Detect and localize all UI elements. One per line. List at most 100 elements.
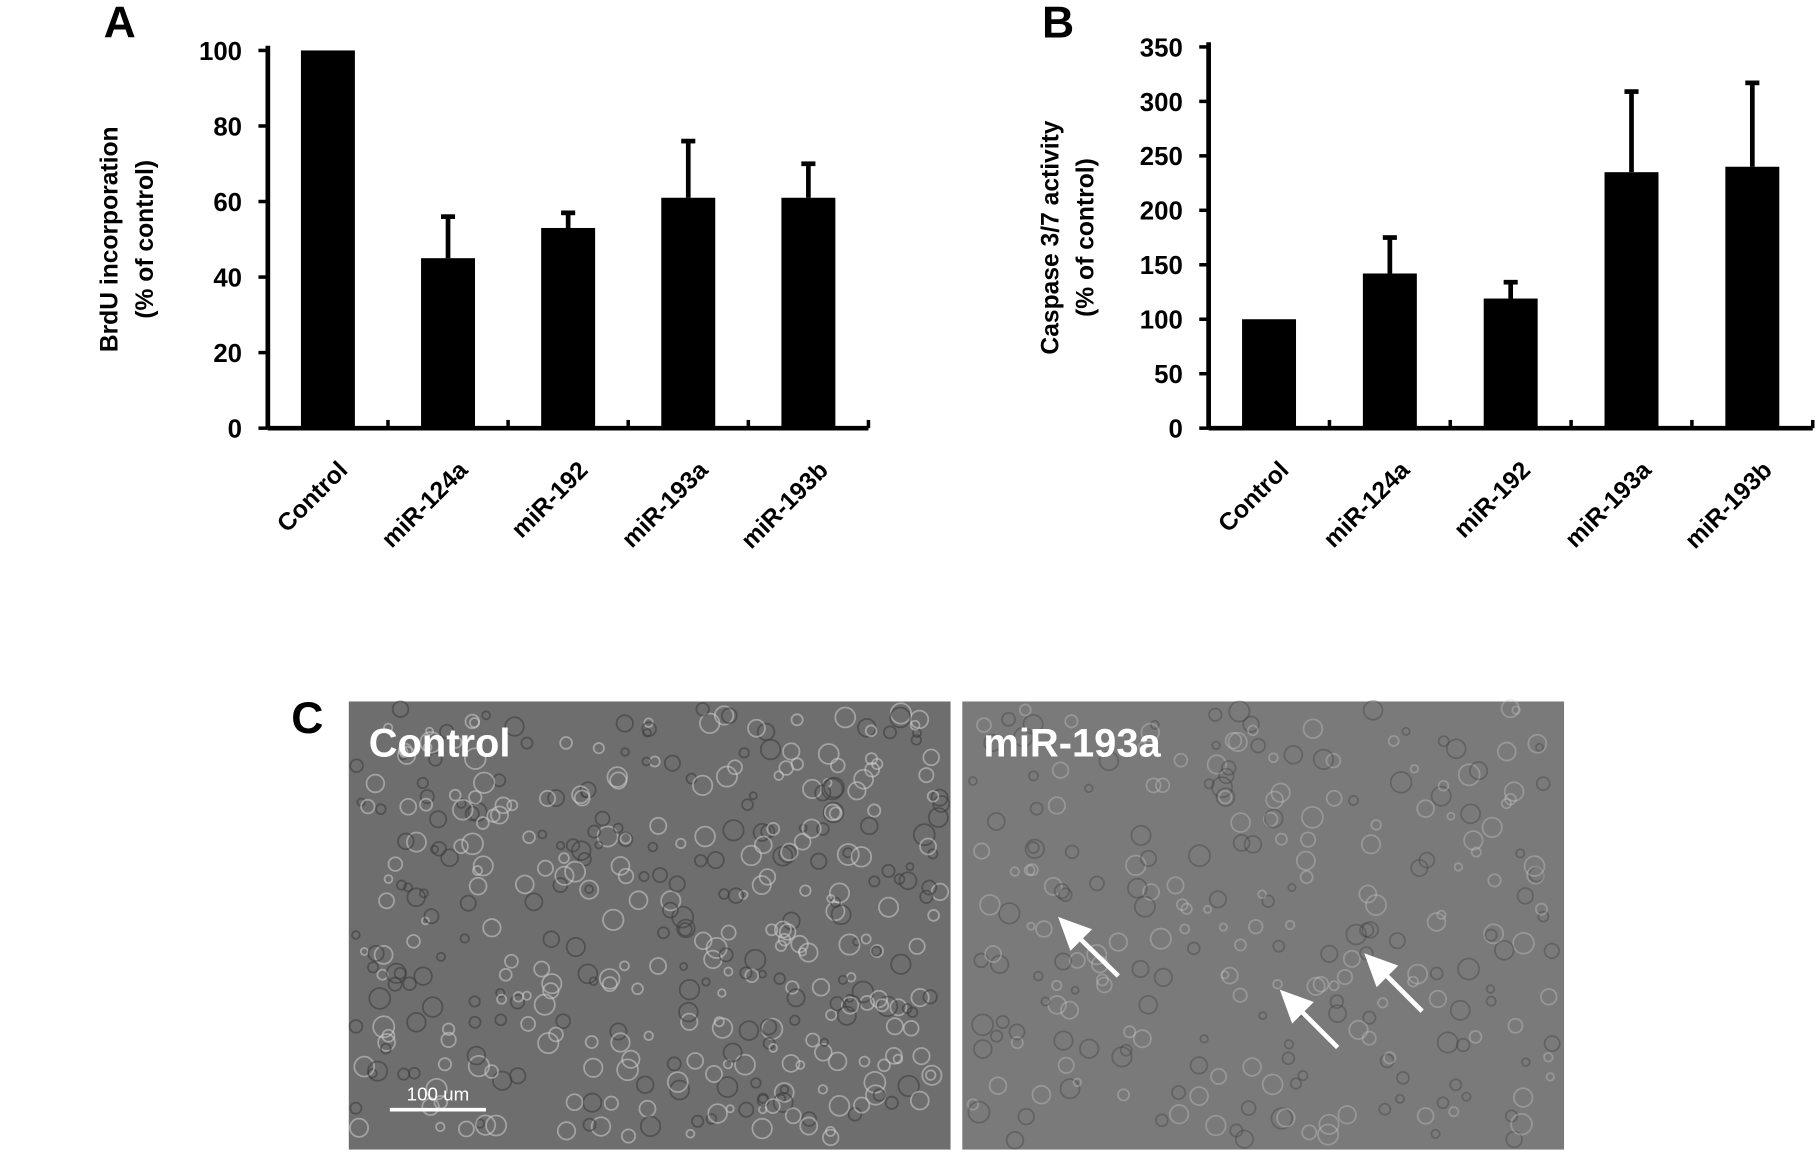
cell — [1059, 1078, 1081, 1100]
cell — [986, 812, 1006, 831]
cell — [693, 853, 708, 868]
cell — [453, 838, 469, 855]
cell — [805, 1032, 821, 1048]
cell — [351, 930, 361, 940]
cell — [522, 830, 536, 844]
cell — [773, 770, 785, 781]
cell — [821, 777, 844, 801]
photo-label: Control — [369, 722, 511, 766]
cell — [772, 1092, 794, 1113]
cell — [773, 1082, 795, 1103]
cell — [548, 1026, 564, 1043]
cell — [707, 1103, 728, 1124]
cell — [609, 1022, 628, 1041]
cell — [1289, 1077, 1303, 1090]
cell — [1418, 851, 1436, 869]
y-tick-label: 80 — [213, 113, 242, 141]
cell — [864, 724, 878, 738]
cell — [1449, 999, 1471, 1021]
cell — [1188, 844, 1211, 868]
cell — [677, 921, 693, 937]
cell — [1001, 711, 1016, 727]
cell — [1429, 966, 1444, 981]
cell — [485, 1114, 508, 1137]
cell — [481, 710, 491, 721]
cell — [875, 998, 890, 1013]
y-tick-label: 0 — [1168, 416, 1182, 444]
cell — [348, 1019, 364, 1034]
cell — [786, 988, 806, 1008]
cell — [1261, 894, 1275, 909]
cell — [565, 936, 586, 958]
cell — [1437, 780, 1450, 792]
cell — [606, 766, 629, 788]
cell — [666, 1071, 689, 1093]
cell — [790, 713, 804, 727]
cell — [1342, 949, 1361, 968]
cell — [375, 803, 387, 815]
cell — [464, 747, 487, 770]
cell — [1180, 902, 1193, 915]
cell — [1504, 792, 1517, 806]
cell — [1206, 754, 1227, 775]
cell — [1436, 1096, 1450, 1110]
cell — [679, 961, 689, 971]
cell — [582, 1117, 597, 1132]
cell — [571, 840, 592, 861]
cell — [372, 1015, 396, 1039]
y-axis-label: (% of control) — [1073, 158, 1100, 317]
cell — [504, 716, 525, 737]
cell — [397, 832, 415, 851]
cell — [592, 742, 605, 755]
cell — [565, 838, 581, 853]
bar — [300, 50, 355, 429]
cell — [367, 961, 380, 974]
cell — [1149, 927, 1172, 950]
cell — [840, 996, 860, 1015]
arrow-head — [1364, 953, 1399, 988]
cell — [1512, 1087, 1534, 1108]
x-tick-label: miR-124a — [377, 457, 474, 554]
cell — [660, 890, 682, 912]
cell — [559, 736, 573, 750]
cell — [694, 825, 716, 848]
cell — [583, 1057, 604, 1078]
cell — [1169, 1104, 1190, 1125]
cell — [1268, 752, 1279, 764]
cell — [1179, 923, 1191, 935]
cell — [720, 707, 738, 725]
cell — [1032, 970, 1044, 982]
cell — [428, 752, 443, 767]
cell — [423, 908, 440, 925]
bar — [1604, 172, 1659, 429]
cell — [1496, 741, 1517, 762]
bar — [1242, 319, 1297, 429]
cell — [1086, 944, 1108, 966]
cell — [1242, 1057, 1262, 1077]
cell — [853, 768, 874, 790]
cell — [1220, 970, 1230, 980]
cell — [695, 702, 710, 717]
cell — [988, 1076, 1008, 1095]
cell — [383, 874, 394, 884]
cell — [1453, 862, 1464, 872]
cell — [1272, 939, 1286, 953]
cell — [989, 1029, 1004, 1043]
cell — [1070, 985, 1080, 995]
bar — [541, 227, 596, 429]
cell — [1064, 714, 1079, 729]
cell — [758, 868, 777, 886]
cell — [1035, 920, 1053, 938]
cell — [1270, 1107, 1294, 1130]
cell — [1457, 957, 1480, 981]
cell — [537, 829, 548, 840]
cell — [1068, 952, 1086, 969]
cell — [1348, 1019, 1369, 1040]
cell — [620, 1128, 637, 1144]
cell — [1325, 752, 1342, 769]
cell — [349, 758, 364, 773]
panel-label: C — [291, 694, 323, 743]
cell — [396, 879, 407, 891]
cell — [494, 796, 513, 815]
cell — [774, 920, 792, 939]
